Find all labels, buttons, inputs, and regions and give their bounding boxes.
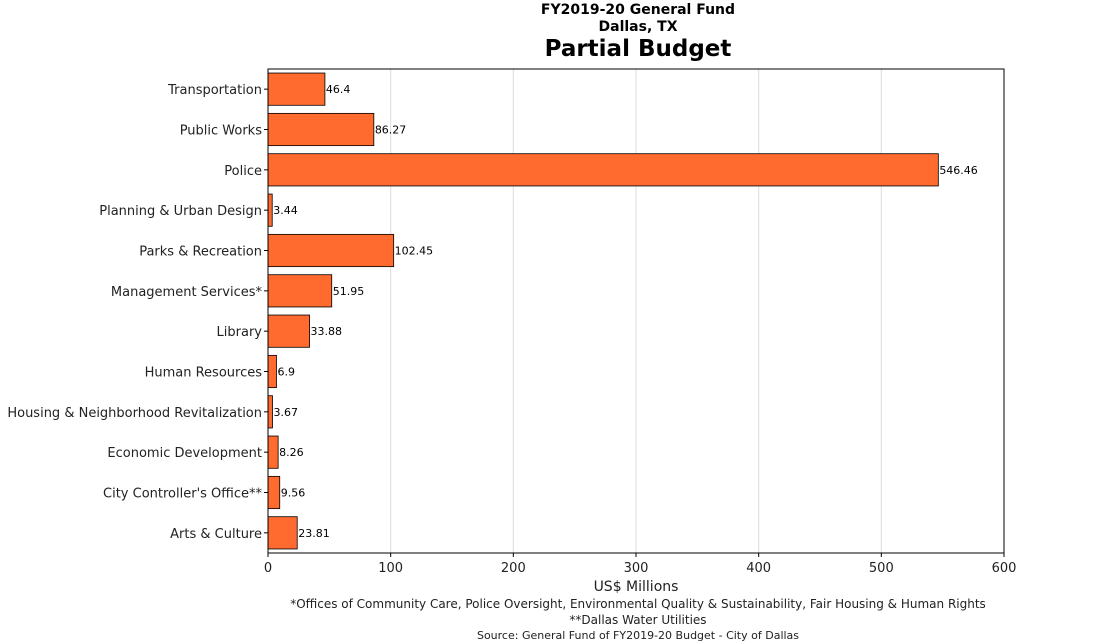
category-label: Transportation xyxy=(167,83,262,98)
data-label: 9.56 xyxy=(281,487,306,500)
category-label: Arts & Culture xyxy=(170,527,262,542)
bar xyxy=(267,516,298,550)
category-label: City Controller's Office** xyxy=(103,487,262,502)
x-axis-label: US$ Millions xyxy=(594,579,679,595)
chart-title-line-1: FY2019-20 General Fund xyxy=(540,2,736,18)
data-label: 6.9 xyxy=(277,366,295,379)
data-label: 33.88 xyxy=(311,325,343,338)
data-label: 3.44 xyxy=(273,204,298,217)
category-label: Library xyxy=(217,325,263,340)
data-label: 23.81 xyxy=(298,527,330,540)
x-tick-label: 0 xyxy=(264,561,272,576)
footnote-offices: *Offices of Community Care, Police Overs… xyxy=(290,597,986,611)
bar xyxy=(267,112,375,147)
data-label: 102.45 xyxy=(395,245,434,258)
data-label: 8.26 xyxy=(279,446,304,459)
x-tick-label: 300 xyxy=(624,561,649,576)
source-note: Source: General Fund of FY2019-20 Budget… xyxy=(476,629,800,642)
x-tick-label: 200 xyxy=(501,561,526,576)
category-label: Planning & Urban Design xyxy=(99,204,262,219)
category-label: Human Resources xyxy=(145,366,263,381)
chart-title: Partial Budget xyxy=(544,36,732,62)
data-label: 46.4 xyxy=(326,83,351,96)
bar xyxy=(267,72,326,106)
data-label: 51.95 xyxy=(333,285,365,298)
x-tick-label: 100 xyxy=(378,561,403,576)
bar xyxy=(267,314,310,348)
data-label: 3.67 xyxy=(274,406,299,419)
x-tick-label: 600 xyxy=(992,561,1017,576)
category-label: Management Services* xyxy=(111,285,263,300)
category-label: Housing & Neighborhood Revitalization xyxy=(7,406,262,421)
x-tick-label: 400 xyxy=(746,561,771,576)
bar xyxy=(267,435,279,469)
category-label: Public Works xyxy=(180,124,263,139)
data-label: 86.27 xyxy=(375,124,407,137)
bar xyxy=(267,475,281,510)
category-label: Economic Development xyxy=(107,446,262,461)
bar xyxy=(267,193,273,227)
footnote-water-utilities: **Dallas Water Utilities xyxy=(569,613,707,627)
bar xyxy=(267,354,277,389)
data-label: 546.46 xyxy=(939,164,978,177)
bar xyxy=(267,233,395,268)
category-label: Parks & Recreation xyxy=(139,245,262,260)
category-label: Police xyxy=(224,164,262,179)
bar xyxy=(267,395,273,429)
bar xyxy=(267,153,939,187)
bar xyxy=(267,274,333,308)
chart-title-line-2: Dallas, TX xyxy=(598,19,678,35)
x-tick-label: 500 xyxy=(869,561,894,576)
